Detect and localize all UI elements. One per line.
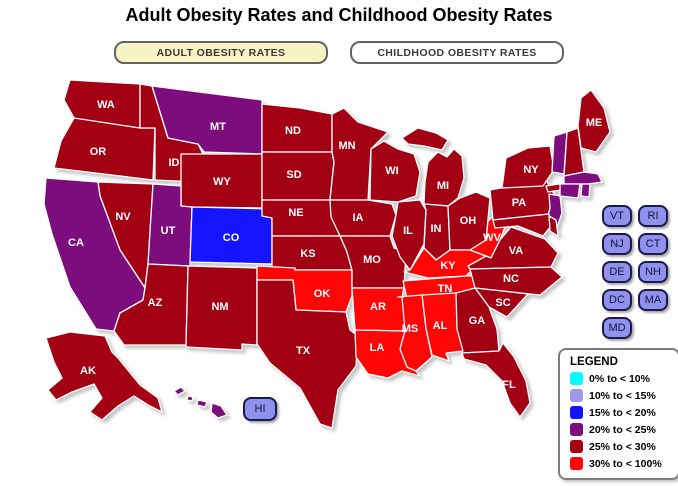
tab-bar: ADULT OBESITY RATES CHILDHOOD OBESITY RA… — [0, 41, 678, 64]
legend-label: 25% to < 30% — [589, 440, 656, 453]
state-ia[interactable] — [329, 199, 397, 237]
state-tx[interactable] — [256, 279, 359, 429]
state-button-ct[interactable]: CT — [638, 233, 668, 255]
state-wy[interactable] — [180, 153, 263, 209]
state-md[interactable] — [492, 213, 552, 237]
state-co[interactable] — [189, 206, 273, 265]
state-ct[interactable] — [559, 183, 581, 199]
legend-swatch-0-10 — [570, 372, 583, 385]
state-nm[interactable] — [185, 265, 258, 351]
legend-item: 15% to < 20% — [570, 406, 674, 419]
state-mt[interactable] — [151, 85, 263, 155]
legend-label: 20% to < 25% — [589, 423, 656, 436]
legend-item: 10% to < 15% — [570, 389, 674, 402]
state-button-ri[interactable]: RI — [638, 205, 668, 227]
state-mi[interactable] — [401, 127, 465, 207]
state-ak[interactable] — [45, 331, 163, 421]
state-me[interactable] — [577, 89, 611, 153]
legend-label: 0% to < 10% — [589, 372, 650, 385]
state-ne[interactable] — [261, 199, 341, 237]
legend-swatch-25-30 — [570, 440, 583, 453]
state-button-vt[interactable]: VT — [602, 205, 632, 227]
state-nd[interactable] — [261, 103, 333, 153]
state-button-hi[interactable]: HI — [243, 397, 277, 421]
legend-item: 30% to < 100% — [570, 457, 674, 470]
legend-item: 0% to < 10% — [570, 372, 674, 385]
state-ri[interactable] — [580, 183, 591, 198]
state-button-ma[interactable]: MA — [638, 289, 668, 311]
state-button-nj[interactable]: NJ — [602, 233, 632, 255]
state-button-dc[interactable]: DC — [602, 289, 632, 311]
legend-title: LEGEND — [570, 356, 618, 368]
state-wi[interactable] — [369, 140, 421, 203]
state-de[interactable] — [548, 215, 559, 237]
state-sd[interactable] — [261, 151, 335, 201]
legend-label: 10% to < 15% — [589, 389, 656, 402]
legend-label: 15% to < 20% — [589, 406, 656, 419]
legend: LEGEND 0% to < 10% 10% to < 15% 15% to < 2… — [558, 348, 678, 480]
legend-item: 20% to < 25% — [570, 423, 674, 436]
state-button-nh[interactable]: NH — [638, 261, 668, 283]
tab-adult-obesity-rates[interactable]: ADULT OBESITY RATES — [114, 41, 328, 64]
legend-swatch-30-100 — [570, 457, 583, 470]
state-ks[interactable] — [271, 235, 353, 271]
state-button-de[interactable]: DE — [602, 261, 632, 283]
legend-swatch-20-25 — [570, 423, 583, 436]
state-mn[interactable] — [329, 107, 389, 201]
legend-swatch-15-20 — [570, 406, 583, 419]
state-button-md[interactable]: MD — [602, 317, 632, 339]
state-ar[interactable] — [351, 287, 411, 332]
tab-childhood-obesity-rates[interactable]: CHILDHOOD OBESITY RATES — [350, 41, 564, 64]
page-title: Adult Obesity Rates and Childhood Obesit… — [125, 5, 553, 25]
state-fl[interactable] — [461, 342, 531, 418]
legend-item: 25% to < 30% — [570, 440, 674, 453]
state-hi[interactable] — [173, 386, 228, 419]
state-ms[interactable] — [397, 294, 433, 372]
legend-label: 30% to < 100% — [589, 457, 662, 470]
legend-swatch-10-15 — [570, 389, 583, 402]
